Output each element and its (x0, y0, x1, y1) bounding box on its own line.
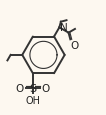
Text: N: N (60, 23, 68, 33)
Text: OH: OH (25, 95, 40, 105)
Text: O: O (71, 40, 79, 50)
Text: O: O (42, 83, 50, 93)
Text: S: S (29, 83, 36, 93)
Text: O: O (16, 83, 24, 93)
